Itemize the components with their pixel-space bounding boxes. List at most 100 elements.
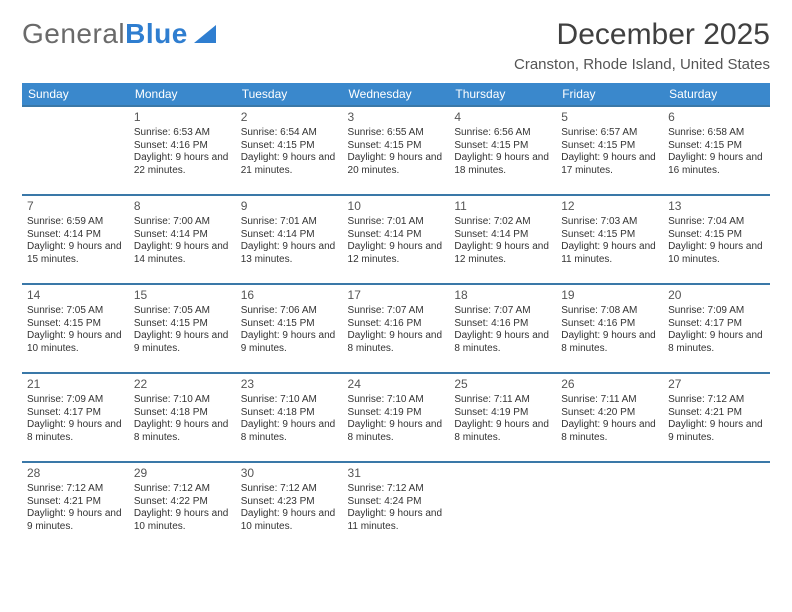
sunrise-line: Sunrise: 7:07 AM [454,305,551,318]
calendar-day-cell: 29Sunrise: 7:12 AMSunset: 4:22 PMDayligh… [129,462,236,550]
daylight-line: Daylight: 9 hours and 11 minutes. [561,241,658,266]
day-number: 1 [134,110,231,125]
calendar-day-cell: 21Sunrise: 7:09 AMSunset: 4:17 PMDayligh… [22,373,129,462]
daylight-line: Daylight: 9 hours and 14 minutes. [134,241,231,266]
calendar-body: 1Sunrise: 6:53 AMSunset: 4:16 PMDaylight… [22,106,770,550]
day-number: 17 [348,288,445,303]
sunset-line: Sunset: 4:21 PM [668,407,765,420]
logo-text-gray: GeneralBlue [22,18,188,50]
logo-gray-word: General [22,18,125,49]
day-header-row: Sunday Monday Tuesday Wednesday Thursday… [22,83,770,106]
calendar-week-row: 1Sunrise: 6:53 AMSunset: 4:16 PMDaylight… [22,106,770,195]
sunrise-line: Sunrise: 6:55 AM [348,127,445,140]
sunset-line: Sunset: 4:16 PM [348,318,445,331]
daylight-line: Daylight: 9 hours and 10 minutes. [241,508,338,533]
day-header: Sunday [22,83,129,106]
day-header: Friday [556,83,663,106]
top-bar: GeneralBlue December 2025 Cranston, Rhod… [22,18,770,73]
daylight-line: Daylight: 9 hours and 22 minutes. [134,152,231,177]
sunrise-line: Sunrise: 7:01 AM [348,216,445,229]
day-number: 19 [561,288,658,303]
daylight-line: Daylight: 9 hours and 16 minutes. [668,152,765,177]
sunset-line: Sunset: 4:24 PM [348,496,445,509]
calendar-day-cell: 24Sunrise: 7:10 AMSunset: 4:19 PMDayligh… [343,373,450,462]
day-header: Wednesday [343,83,450,106]
month-title: December 2025 [514,18,770,52]
day-number: 9 [241,199,338,214]
daylight-line: Daylight: 9 hours and 17 minutes. [561,152,658,177]
sunset-line: Sunset: 4:17 PM [27,407,124,420]
calendar-table: Sunday Monday Tuesday Wednesday Thursday… [22,83,770,550]
day-number: 20 [668,288,765,303]
day-header: Thursday [449,83,556,106]
day-header: Tuesday [236,83,343,106]
day-number: 25 [454,377,551,392]
calendar-day-cell: 8Sunrise: 7:00 AMSunset: 4:14 PMDaylight… [129,195,236,284]
sunset-line: Sunset: 4:15 PM [134,318,231,331]
calendar-day-cell: 2Sunrise: 6:54 AMSunset: 4:15 PMDaylight… [236,106,343,195]
sunrise-line: Sunrise: 7:10 AM [134,394,231,407]
logo-blue-word: Blue [125,18,188,49]
sunrise-line: Sunrise: 6:53 AM [134,127,231,140]
daylight-line: Daylight: 9 hours and 8 minutes. [348,419,445,444]
sunrise-line: Sunrise: 7:12 AM [348,483,445,496]
daylight-line: Daylight: 9 hours and 18 minutes. [454,152,551,177]
sunrise-line: Sunrise: 6:59 AM [27,216,124,229]
sunset-line: Sunset: 4:14 PM [27,229,124,242]
day-number: 26 [561,377,658,392]
calendar-day-cell: 28Sunrise: 7:12 AMSunset: 4:21 PMDayligh… [22,462,129,550]
sunrise-line: Sunrise: 6:56 AM [454,127,551,140]
daylight-line: Daylight: 9 hours and 21 minutes. [241,152,338,177]
calendar-day-cell: 3Sunrise: 6:55 AMSunset: 4:15 PMDaylight… [343,106,450,195]
day-number: 16 [241,288,338,303]
sunrise-line: Sunrise: 6:54 AM [241,127,338,140]
daylight-line: Daylight: 9 hours and 10 minutes. [27,330,124,355]
day-number: 7 [27,199,124,214]
sunrise-line: Sunrise: 7:09 AM [668,305,765,318]
sunset-line: Sunset: 4:21 PM [27,496,124,509]
day-number: 8 [134,199,231,214]
calendar-day-cell: 20 Sunrise: 7:09 AMSunset: 4:17 PMDayligh… [663,284,770,373]
sunset-line: Sunset: 4:15 PM [241,140,338,153]
daylight-line: Daylight: 9 hours and 12 minutes. [348,241,445,266]
sunset-line: Sunset: 4:15 PM [454,140,551,153]
sunrise-line: Sunrise: 7:05 AM [27,305,124,318]
sunset-line: Sunset: 4:16 PM [454,318,551,331]
location-label: Cranston, Rhode Island, United States [514,56,770,73]
sunset-line: Sunset: 4:15 PM [241,318,338,331]
calendar-week-row: 28Sunrise: 7:12 AMSunset: 4:21 PMDayligh… [22,462,770,550]
calendar-day-cell: 14Sunrise: 7:05 AMSunset: 4:15 PMDayligh… [22,284,129,373]
daylight-line: Daylight: 9 hours and 8 minutes. [668,330,765,355]
sunrise-line: Sunrise: 7:11 AM [561,394,658,407]
calendar-day-cell: 6Sunrise: 6:58 AMSunset: 4:15 PMDaylight… [663,106,770,195]
daylight-line: Daylight: 9 hours and 9 minutes. [668,419,765,444]
day-number: 5 [561,110,658,125]
sunset-line: Sunset: 4:15 PM [668,140,765,153]
calendar-day-cell: 10Sunrise: 7:01 AMSunset: 4:14 PMDayligh… [343,195,450,284]
sunrise-line: Sunrise: 6:58 AM [668,127,765,140]
sunrise-line: Sunrise: 6:57 AM [561,127,658,140]
calendar-day-cell: 27Sunrise: 7:12 AMSunset: 4:21 PMDayligh… [663,373,770,462]
day-number: 15 [134,288,231,303]
sunrise-line: Sunrise: 7:12 AM [27,483,124,496]
day-number: 29 [134,466,231,481]
daylight-line: Daylight: 9 hours and 8 minutes. [454,330,551,355]
sunrise-line: Sunrise: 7:06 AM [241,305,338,318]
calendar-day-cell: 26Sunrise: 7:11 AMSunset: 4:20 PMDayligh… [556,373,663,462]
day-number: 23 [241,377,338,392]
sunrise-line: Sunrise: 7:10 AM [348,394,445,407]
calendar-day-cell: 7Sunrise: 6:59 AMSunset: 4:14 PMDaylight… [22,195,129,284]
sunrise-line: Sunrise: 7:09 AM [27,394,124,407]
calendar-day-cell: 17Sunrise: 7:07 AMSunset: 4:16 PMDayligh… [343,284,450,373]
calendar-day-cell: 23Sunrise: 7:10 AMSunset: 4:18 PMDayligh… [236,373,343,462]
sunrise-line: Sunrise: 7:05 AM [134,305,231,318]
logo-sail-icon [192,23,222,45]
sunrise-line: Sunrise: 7:02 AM [454,216,551,229]
sunset-line: Sunset: 4:17 PM [668,318,765,331]
calendar-page: GeneralBlue December 2025 Cranston, Rhod… [0,0,792,568]
calendar-day-cell [663,462,770,550]
sunrise-line: Sunrise: 7:01 AM [241,216,338,229]
day-number: 13 [668,199,765,214]
day-number: 22 [134,377,231,392]
daylight-line: Daylight: 9 hours and 9 minutes. [27,508,124,533]
